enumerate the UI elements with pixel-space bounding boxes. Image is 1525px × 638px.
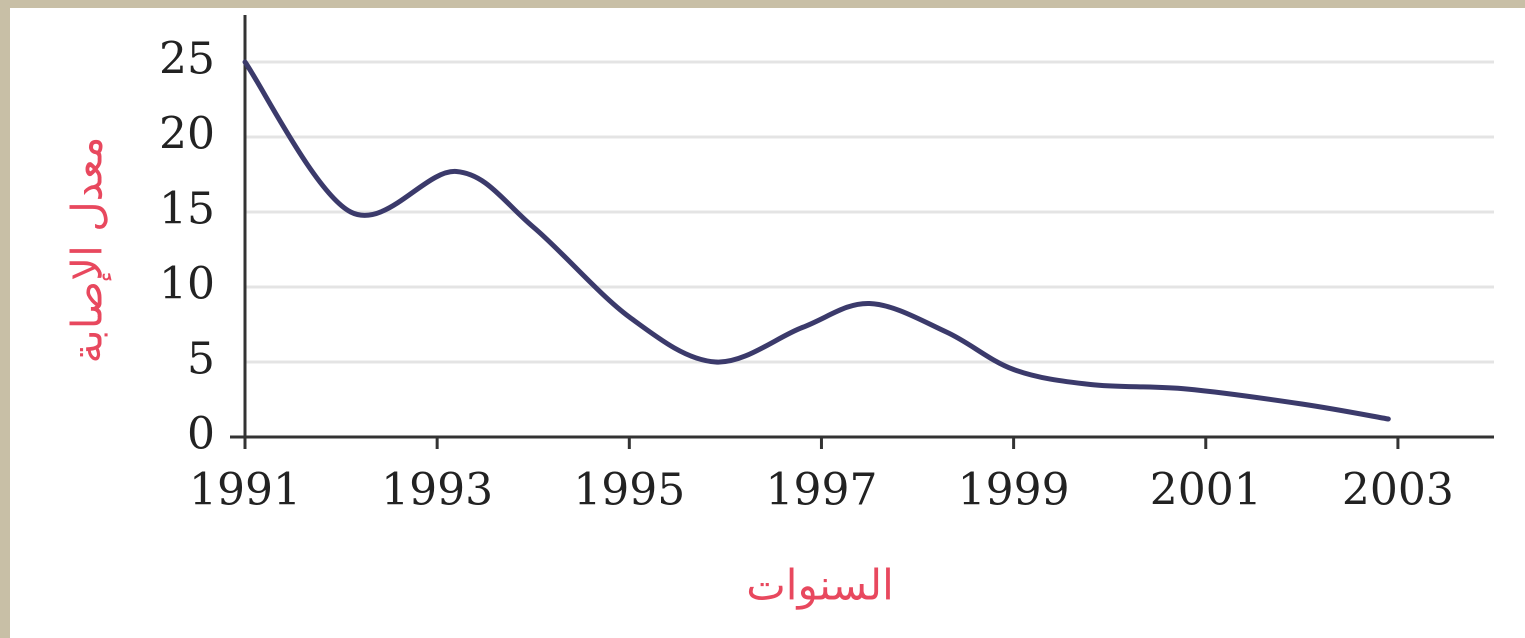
y-tick-label: 25 (159, 34, 215, 85)
x-tick-label: 1991 (189, 465, 301, 516)
y-tick-label: 10 (159, 259, 215, 310)
y-tick-label: 15 (159, 184, 215, 235)
y-tick-label: 5 (187, 334, 215, 385)
y-tick-label: 20 (159, 109, 215, 160)
x-axis-label: السنوات (746, 561, 894, 610)
x-tick-label: 1999 (958, 465, 1070, 516)
x-tick-label: 1993 (381, 465, 493, 516)
y-tick-label: 0 (187, 409, 215, 460)
background (10, 8, 1525, 638)
x-tick-label: 2001 (1150, 465, 1262, 516)
x-tick-label: 1997 (765, 465, 877, 516)
x-tick-label: 2003 (1342, 465, 1454, 516)
line (242, 59, 1391, 422)
x-tick-label: 1995 (573, 465, 685, 516)
y-axis-label: معدل الإصابة (63, 137, 112, 364)
